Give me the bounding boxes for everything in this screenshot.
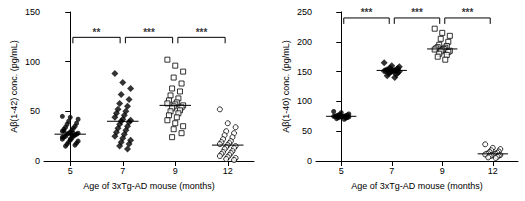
svg-text:5: 5	[68, 166, 73, 176]
svg-text:150: 150	[297, 67, 312, 77]
svg-text:150: 150	[25, 7, 40, 17]
svg-text:12: 12	[223, 166, 233, 176]
svg-text:50: 50	[30, 106, 40, 116]
svg-text:100: 100	[297, 96, 312, 106]
svg-text:50: 50	[302, 126, 312, 136]
svg-text:9: 9	[173, 166, 178, 176]
svg-text:200: 200	[297, 37, 312, 47]
svg-text:7: 7	[120, 166, 125, 176]
svg-text:12: 12	[488, 166, 498, 176]
svg-text:7: 7	[389, 166, 394, 176]
svg-text:***: ***	[462, 7, 474, 18]
svg-text:**: **	[93, 27, 101, 38]
svg-text:Aβ(1-40) conc. (pg/mL): Aβ(1-40) conc. (pg/mL)	[281, 40, 291, 133]
svg-text:0: 0	[35, 156, 40, 166]
svg-text:Age of 3xTg-AD mouse (months): Age of 3xTg-AD mouse (months)	[83, 181, 215, 191]
svg-text:0: 0	[307, 156, 312, 166]
svg-text:5: 5	[339, 166, 344, 176]
svg-text:250: 250	[297, 7, 312, 17]
svg-text:***: ***	[411, 7, 423, 18]
svg-text:***: ***	[143, 27, 155, 38]
svg-text:100: 100	[25, 57, 40, 67]
svg-text:Age of 3xTg-AD mouse (months): Age of 3xTg-AD mouse (months)	[351, 181, 483, 191]
svg-text:***: ***	[196, 27, 208, 38]
svg-text:9: 9	[440, 166, 445, 176]
svg-text:***: ***	[361, 7, 373, 18]
svg-text:Aβ(1-42) conc. (pg/mL): Aβ(1-42) conc. (pg/mL)	[9, 40, 19, 133]
